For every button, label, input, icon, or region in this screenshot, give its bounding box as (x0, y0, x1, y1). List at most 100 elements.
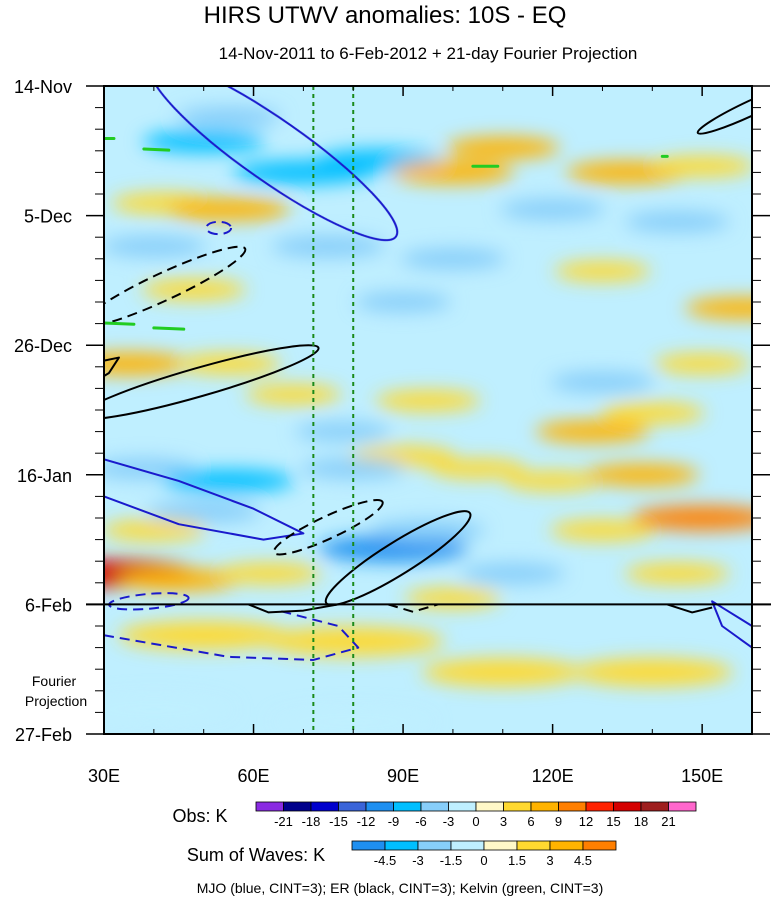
waves-colorbar: -4.5 -3 -1.5 0 1.5 3 4.5 (351, 840, 617, 868)
er-contour-6 (104, 245, 247, 328)
obs-colorbar-level-7: 0 (472, 814, 479, 829)
anomaly-blob-4 (391, 160, 515, 184)
anomaly-blob-45 (216, 563, 321, 585)
waves-colorbar-level-3: 0 (480, 853, 487, 868)
contour-legend: MJO (blue, CINT=3); ER (black, CINT=3); … (197, 880, 604, 896)
waves-colorbar-level-2: -1.5 (440, 853, 462, 868)
anomaly-blob-25 (295, 421, 392, 442)
waves-colorbar-box-4 (483, 840, 518, 851)
obs-colorbar-box-8 (475, 801, 504, 812)
anomaly-blob-16 (141, 279, 247, 301)
er-contour-10 (324, 510, 472, 607)
anomaly-blob-21 (245, 384, 342, 405)
obs-colorbar-box-12 (585, 801, 614, 812)
waves-colorbar-box-3 (450, 840, 485, 851)
obs-colorbar-level-0: -21 (274, 814, 293, 829)
anomaly-blob-36 (104, 519, 207, 541)
chart-title: HIRS UTWV anomalies: 10S - EQ (204, 2, 567, 29)
waves-colorbar-box-7 (582, 840, 617, 851)
obs-colorbar-label: Obs: K (172, 806, 227, 826)
obs-colorbar: -21 -18 -15 -12 -9 -6 -3 0 3 6 9 12 15 18 21 (255, 801, 697, 829)
waves-colorbar-level-1: -3 (412, 853, 424, 868)
projection-label: Fourier Projection (25, 673, 87, 709)
obs-colorbar-level-13: 18 (634, 814, 648, 829)
waves-colorbar-label: Sum of Waves: K (187, 845, 325, 865)
anomaly-blob-10 (500, 198, 605, 220)
anomaly-blob-28 (535, 420, 650, 443)
er-contour-9 (272, 499, 384, 556)
anomaly-blob-29 (104, 458, 197, 480)
anomaly-blob-13 (271, 235, 386, 258)
anomaly-blob-9 (167, 197, 290, 221)
anomaly-blob-42 (117, 568, 241, 592)
er-contour-14 (666, 603, 713, 614)
anomaly-blob-52 (571, 658, 733, 687)
y-tick-label-4: 6-Feb (25, 595, 72, 615)
anomaly-blob-14 (400, 248, 506, 270)
anomaly-blob-43 (460, 563, 566, 585)
anomaly-blob-12 (104, 235, 207, 257)
mjo-contour-5 (205, 220, 233, 236)
anomaly-field (104, 106, 752, 734)
x-tick-label-0: 30E (88, 766, 120, 786)
anomaly-blob-39 (631, 505, 752, 531)
waves-colorbar-box-2 (417, 840, 452, 851)
waves-colorbar-level-5: 3 (546, 853, 553, 868)
er-contour-11 (696, 86, 752, 135)
waves-colorbar-box-1 (384, 840, 419, 851)
anomaly-blob-23 (550, 371, 655, 393)
y-tick-label-1: 5-Dec (24, 207, 72, 227)
y-tick-label-5: 27-Feb (15, 725, 72, 745)
waves-colorbar-box-6 (549, 840, 584, 851)
obs-colorbar-box-14 (640, 801, 669, 812)
mjo-contour-1 (104, 458, 305, 541)
kelvin-contour-15 (142, 147, 171, 152)
mjo-contour-3 (104, 609, 360, 661)
anomaly-blob-30 (162, 468, 295, 493)
obs-colorbar-box-13 (613, 801, 642, 812)
anomaly-blob-35 (585, 463, 700, 486)
obs-colorbar-box-7 (448, 801, 477, 812)
obs-colorbar-box-5 (393, 801, 422, 812)
obs-colorbar-box-0 (255, 801, 284, 812)
anomaly-blob-18 (685, 297, 752, 320)
anomaly-blob-27 (599, 402, 705, 424)
er-contour-8 (104, 356, 120, 377)
chart-subtitle: 14-Nov-2011 to 6-Feb-2012 + 21-day Fouri… (219, 44, 638, 63)
anomaly-blob-20 (176, 353, 281, 375)
anomaly-blob-47 (118, 620, 290, 650)
obs-colorbar-level-2: -15 (329, 814, 348, 829)
kelvin-contour-16 (104, 321, 136, 326)
anomaly-blob-11 (624, 211, 730, 233)
obs-colorbar-box-9 (503, 801, 532, 812)
obs-colorbar-box-10 (530, 801, 559, 812)
waves-colorbar-level-0: -4.5 (374, 853, 396, 868)
obs-colorbar-box-1 (283, 801, 312, 812)
y-tick-label-2: 26-Dec (14, 336, 72, 356)
x-axis: 30E 60E 90E 120E 150E (88, 86, 723, 786)
anomaly-blob-15 (554, 261, 651, 282)
anomaly-blob-31 (146, 500, 261, 523)
anomaly-blob-7 (649, 155, 752, 177)
er-contour-13 (387, 603, 439, 613)
obs-colorbar-box-15 (668, 801, 697, 812)
reference-lines (312, 86, 355, 734)
anomaly-blob-44 (624, 563, 730, 585)
obs-colorbar-level-6: -3 (443, 814, 455, 829)
obs-colorbar-box-4 (365, 801, 394, 812)
kelvin-contour-17 (152, 326, 186, 331)
obs-colorbar-level-5: -6 (415, 814, 427, 829)
y-axis: 14-Nov 5-Dec 26-Dec 16-Jan 6-Feb 27-Feb (14, 77, 770, 745)
obs-colorbar-level-14: 21 (661, 814, 675, 829)
anomaly-blob-1 (176, 106, 281, 128)
waves-colorbar-box-0 (351, 840, 386, 851)
obs-colorbar-level-11: 12 (579, 814, 593, 829)
obs-colorbar-level-1: -18 (302, 814, 321, 829)
mjo-contour-0 (148, 86, 399, 242)
waves-colorbar-level-4: 1.5 (508, 853, 526, 868)
obs-colorbar-box-3 (338, 801, 367, 812)
anomaly-blob-34 (504, 470, 601, 491)
anomaly-blob-32 (300, 458, 406, 480)
waves-colorbar-level-6: 4.5 (574, 853, 592, 868)
